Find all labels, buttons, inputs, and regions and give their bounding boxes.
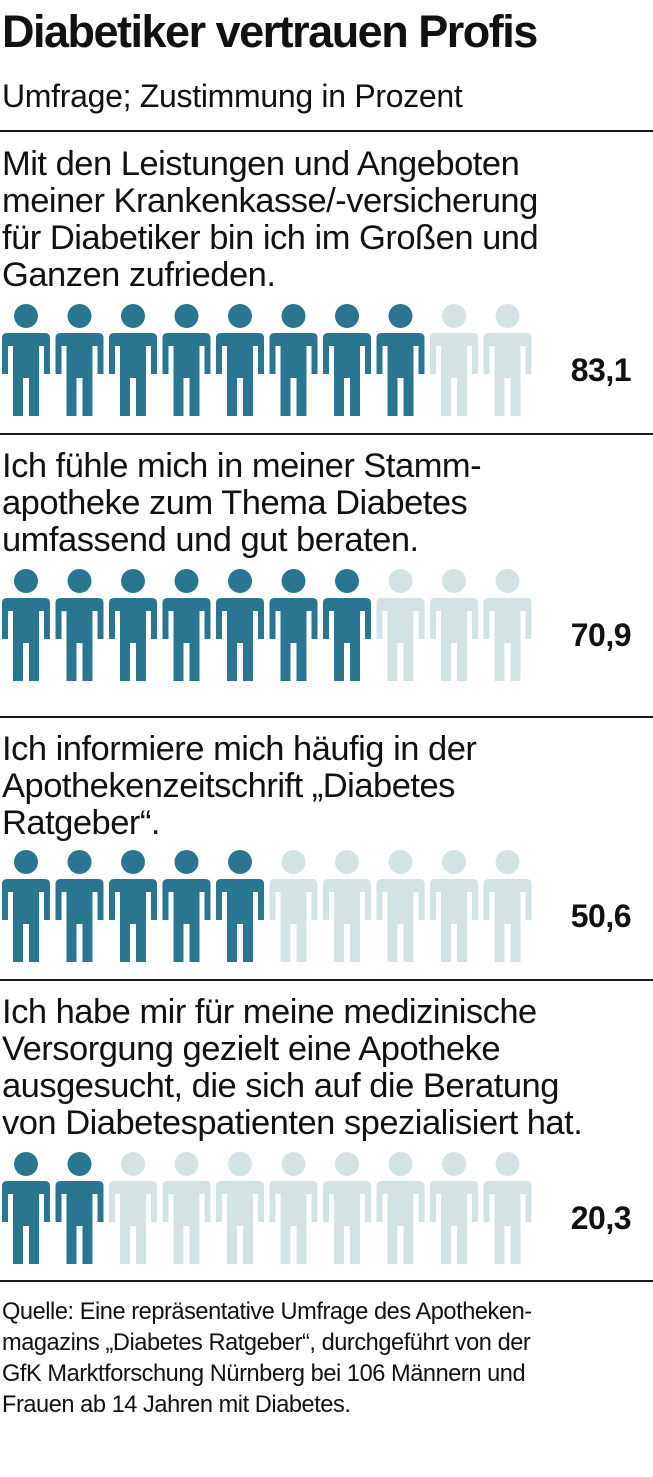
person-icon-row: [2, 569, 532, 681]
statement-line: Ganzen zufrieden.: [2, 256, 276, 294]
chart-subtitle: Umfrage; Zustimmung in Prozent: [2, 78, 463, 114]
person-icon-filled: [269, 304, 318, 416]
person-icon-filled: [216, 569, 264, 681]
person-icon-filled: [2, 850, 50, 962]
chart-title: Diabetiker vertrauen Profis: [2, 6, 538, 57]
person-icon-empty: [430, 1152, 478, 1264]
statement-line: Versorgung gezielt eine Apotheke: [2, 1030, 501, 1068]
person-icon-empty: [376, 850, 425, 962]
value-label: 50,6: [570, 898, 632, 934]
person-icon-filled: [162, 569, 211, 681]
person-icon-empty: [109, 1152, 157, 1264]
statement-line: meiner Krankenkasse/-versicherung: [2, 182, 538, 220]
statement-line: von Diabetespatienten spezialisiert hat.: [2, 1104, 583, 1142]
source-note: Quelle: Eine repräsentative Umfrage des …: [2, 1297, 653, 1421]
source-line: Quelle: Eine repräsentative Umfrage des …: [2, 1299, 532, 1325]
statement-text: Mit den Leistungen und Angeboten meiner …: [2, 146, 653, 294]
person-icon-filled: [323, 304, 371, 416]
person-icon-filled: [216, 304, 264, 416]
person-icon-filled: [109, 569, 157, 681]
statement-line: umfassend und gut beraten.: [2, 521, 419, 559]
statement-line: Ratgeber“.: [2, 804, 161, 842]
statement-text: Ich informiere mich häufig in der Apothe…: [2, 731, 653, 842]
divider: [0, 979, 653, 981]
person-icon-filled: [55, 850, 104, 962]
person-icon-row: [2, 1152, 532, 1264]
person-icon-filled: [109, 304, 157, 416]
source-line: magazins „Diabetes Ratgeber“, durchgefüh…: [2, 1330, 531, 1356]
person-icon-empty: [376, 569, 425, 681]
statement-line: Ich fühle mich in meiner Stamm-: [2, 447, 482, 485]
person-icon-filled: [55, 569, 104, 681]
divider: [0, 433, 653, 435]
person-icon-filled: [269, 569, 318, 681]
person-icon-empty: [216, 1152, 264, 1264]
source-line: GfK Marktforschung Nürnberg bei 106 Männ…: [2, 1361, 526, 1387]
statement-line: für Diabetiker bin ich im Großen und: [2, 219, 539, 257]
statement-line: Ich informiere mich häufig in der: [2, 730, 477, 768]
divider: [0, 1280, 653, 1282]
person-icon-row: [2, 850, 532, 962]
person-icon-filled: [216, 850, 264, 962]
person-icon-empty: [483, 1152, 532, 1264]
statement-line: ausgesucht, die sich auf die Beratung: [2, 1067, 559, 1105]
person-icon-filled: [2, 1152, 50, 1264]
person-icon-filled: [162, 850, 211, 962]
person-icon-filled: [55, 1152, 104, 1264]
value-label: 83,1: [570, 352, 632, 388]
person-icon-filled: [109, 850, 157, 962]
statement-line: Ich habe mir für meine medizinische: [2, 993, 537, 1031]
person-icon-filled: [2, 304, 50, 416]
person-icon-filled: [376, 304, 425, 416]
person-icon-empty: [483, 304, 532, 416]
divider: [0, 130, 653, 132]
person-icon-empty: [376, 1152, 425, 1264]
person-icon-empty: [162, 1152, 211, 1264]
person-icon-empty: [483, 569, 532, 681]
person-icon-empty: [269, 850, 318, 962]
statement-line: apotheke zum Thema Diabetes: [2, 484, 468, 522]
person-icon-filled: [2, 569, 50, 681]
statement-line: Apothekenzeitschrift „Diabetes: [2, 767, 455, 805]
person-icon-row: [2, 304, 532, 416]
person-icon-filled: [55, 304, 104, 416]
statement-text: Ich fühle mich in meiner Stamm- apotheke…: [2, 448, 653, 559]
person-icon-filled: [162, 304, 211, 416]
value-label: 70,9: [570, 617, 632, 653]
person-icon-filled: [323, 569, 371, 681]
person-icon-empty: [269, 1152, 318, 1264]
person-icon-empty: [430, 304, 478, 416]
person-icon-empty: [430, 569, 478, 681]
person-icon-empty: [483, 850, 532, 962]
person-icon-empty: [430, 850, 478, 962]
statement-line: Mit den Leistungen und Angeboten: [2, 145, 520, 183]
divider: [0, 716, 653, 718]
person-icon-empty: [323, 850, 371, 962]
value-label: 20,3: [570, 1200, 632, 1236]
person-icon-empty: [323, 1152, 371, 1264]
source-line: Frauen ab 14 Jahren mit Diabetes.: [2, 1392, 351, 1418]
statement-text: Ich habe mir für meine medizinische Vers…: [2, 994, 653, 1142]
